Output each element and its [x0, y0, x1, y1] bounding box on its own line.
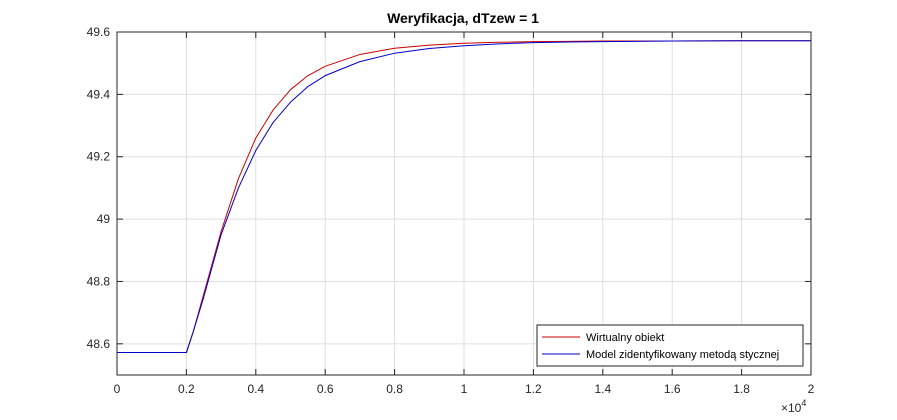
x-tick-label: 1.4: [594, 382, 611, 396]
y-tick-label: 49.2: [87, 150, 111, 164]
chart-title: Weryfikacja, dTzew = 1: [387, 10, 539, 26]
legend: Wirtualny obiekt Model zidentyfikowany m…: [536, 324, 804, 367]
x-tick-label: 2: [808, 382, 815, 396]
series-line-1: [117, 40, 811, 354]
y-tick-label: 49: [97, 212, 111, 226]
y-tick-label: 48.6: [87, 337, 111, 351]
legend-label-model-zidentyfikowany: Model zidentyfikowany metodą stycznej: [586, 349, 779, 361]
x-tick-label: 1.2: [525, 382, 542, 396]
x-tick-label: 0.4: [247, 382, 264, 396]
y-tick-label: 49.4: [87, 87, 111, 101]
x-tick-label: 0.2: [178, 382, 195, 396]
x-tick-label: 0.8: [386, 382, 403, 396]
legend-label-wirtualny-obiekt: Wirtualny obiekt: [586, 332, 664, 344]
y-tick-labels: 48.6 48.8 49 49.2 49.4 49.6: [87, 25, 111, 351]
x-tick-label: 0: [114, 382, 121, 396]
axis-ticks: [116, 31, 812, 375]
series-line-0: [117, 40, 811, 354]
x-tick-label: 1.6: [664, 382, 681, 396]
x-tick-label: 1.8: [733, 382, 750, 396]
series-lines: [117, 40, 811, 354]
y-tick-label: 49.6: [87, 25, 111, 39]
x-exponent-label: ×104: [781, 398, 806, 415]
x-tick-labels: 0 0.2 0.4 0.6 0.8 1 1.2 1.4 1.6 1.8 2: [114, 382, 815, 396]
x-tick-label: 1: [461, 382, 468, 396]
y-tick-label: 48.8: [87, 274, 111, 288]
legend-box: [536, 324, 804, 367]
x-tick-label: 0.6: [317, 382, 334, 396]
